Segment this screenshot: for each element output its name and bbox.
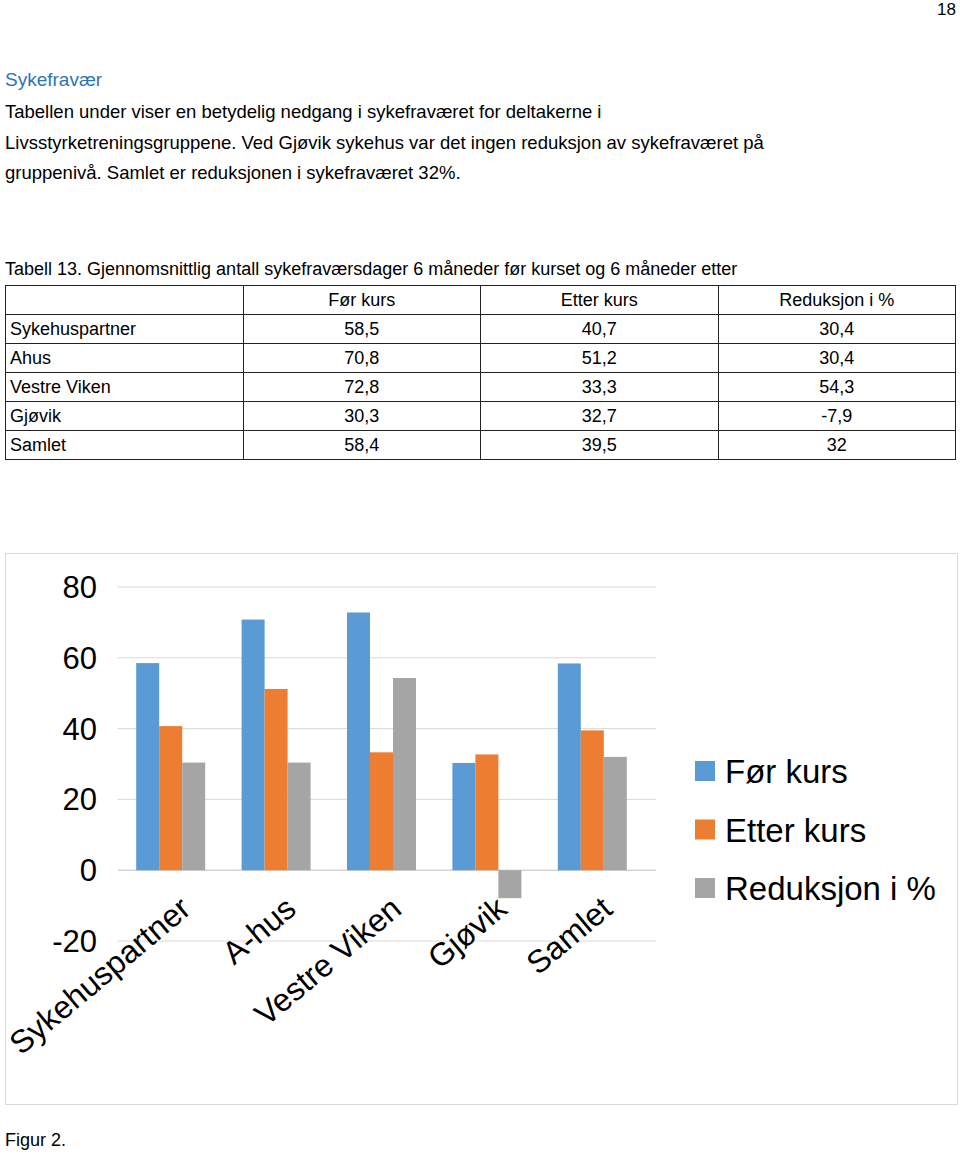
y-tick-label: 60 [63, 641, 97, 676]
table-cell: 30,4 [718, 344, 956, 373]
legend-label: Etter kurs [725, 812, 866, 849]
table-cell: -7,9 [718, 402, 956, 431]
table-cell: 32 [718, 431, 956, 460]
bar [604, 757, 627, 870]
table-row: Før kursEtter kursReduksjon i % [6, 286, 956, 315]
x-tick-label: Samlet [519, 890, 619, 982]
table-cell: Sykehuspartner [6, 315, 244, 344]
table-row: Sykehuspartner58,540,730,4 [6, 315, 956, 344]
table-cell: Ahus [6, 344, 244, 373]
y-tick-label: 40 [63, 712, 97, 747]
bar [288, 763, 311, 871]
x-tick-label: Sykehuspartner [2, 890, 197, 1062]
paragraph-line: Livsstyrketreningsgruppene. Ved Gjøvik s… [5, 132, 764, 154]
legend-label: Reduksjon i % [725, 870, 936, 907]
table-cell: 72,8 [243, 373, 481, 402]
table-cell: 40,7 [481, 315, 719, 344]
chart-frame [6, 554, 958, 1105]
table-cell: 54,3 [718, 373, 956, 402]
table-cell: 30,3 [243, 402, 481, 431]
x-tick-label: Gjøvik [421, 889, 514, 975]
table-cell: Gjøvik [6, 402, 244, 431]
legend-label: Før kurs [725, 753, 848, 790]
bar [581, 730, 604, 870]
legend-swatch [695, 878, 715, 898]
table-row: Gjøvik30,332,7-7,9 [6, 402, 956, 431]
table-row: Samlet58,439,532 [6, 431, 956, 460]
bar [498, 870, 521, 898]
paragraph-line: Tabellen under viser en betydelig nedgan… [5, 101, 601, 123]
table-row: Ahus70,851,230,4 [6, 344, 956, 373]
bar [265, 689, 288, 870]
bar [558, 663, 581, 870]
y-tick-label: -20 [52, 924, 97, 959]
table-cell: Vestre Viken [6, 373, 244, 402]
table-cell: 58,5 [243, 315, 481, 344]
x-tick-label: Vestre Viken [248, 890, 408, 1033]
table-cell [6, 286, 244, 315]
table-cell: Reduksjon i % [718, 286, 956, 315]
table-cell: 32,7 [481, 402, 719, 431]
bar [136, 663, 159, 870]
table-cell: Etter kurs [481, 286, 719, 315]
grid-line [118, 657, 656, 658]
legend-swatch [695, 820, 715, 840]
table-cell: 70,8 [243, 344, 481, 373]
heading: Sykefravær [5, 69, 102, 91]
x-tick-label: A-hus [215, 890, 302, 971]
chart: -20020406080SykehuspartnerA-husVestre Vi… [0, 0, 960, 1157]
bar [475, 754, 498, 870]
table-cell: 30,4 [718, 315, 956, 344]
paragraph-line: gruppenivå. Samlet er reduksjonen i syke… [5, 162, 461, 184]
table-row: Vestre Viken72,833,354,3 [6, 373, 956, 402]
data-table: Før kursEtter kursReduksjon i %Sykehuspa… [5, 285, 956, 460]
table-cell: 51,2 [481, 344, 719, 373]
y-tick-label: 0 [80, 853, 97, 888]
bar [452, 763, 475, 870]
table-caption: Tabell 13. Gjennomsnittlig antall sykefr… [5, 259, 737, 280]
legend-swatch [695, 761, 715, 781]
bar [370, 752, 393, 870]
table-cell: Samlet [6, 431, 244, 460]
y-tick-label: 20 [63, 782, 97, 817]
figure-caption: Figur 2. [5, 1130, 66, 1151]
bar [393, 678, 416, 870]
grid-line [118, 587, 656, 588]
table-cell: 33,3 [481, 373, 719, 402]
bars [136, 612, 627, 898]
table-cell: 39,5 [481, 431, 719, 460]
table-cell: Før kurs [243, 286, 481, 315]
bar [182, 763, 205, 871]
bar [159, 726, 182, 870]
page-number: 18 [937, 0, 956, 20]
bar [347, 612, 370, 870]
y-tick-label: 80 [63, 570, 97, 605]
table-cell: 58,4 [243, 431, 481, 460]
bar [242, 620, 265, 871]
